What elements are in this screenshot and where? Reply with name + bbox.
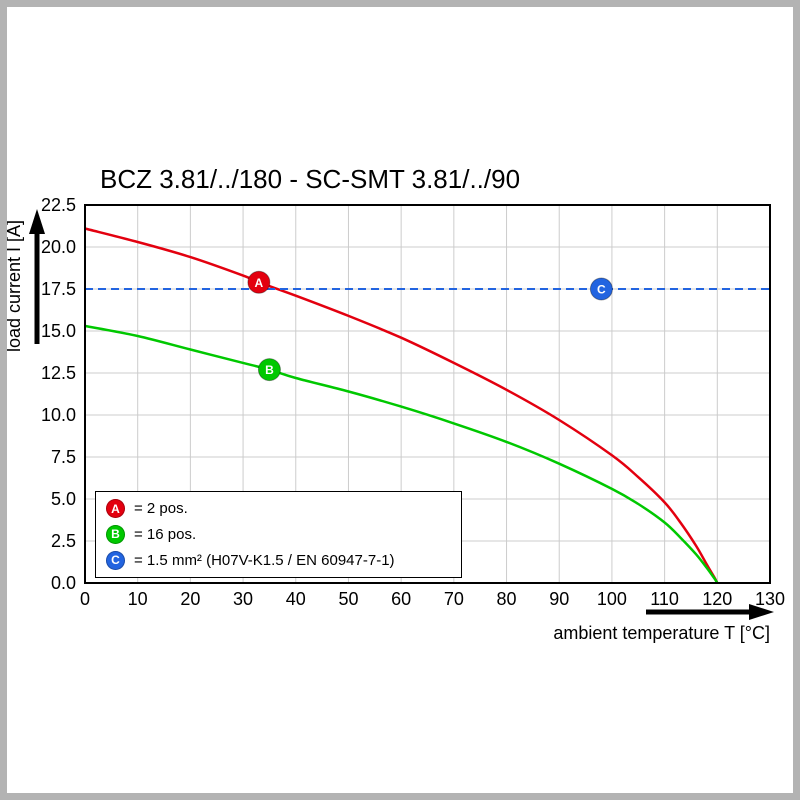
y-tick-label: 17.5 <box>41 279 76 299</box>
y-tick-label: 2.5 <box>51 531 76 551</box>
x-tick-label: 30 <box>233 589 253 609</box>
legend-marker-c-icon: C <box>106 550 125 570</box>
x-tick-label: 80 <box>497 589 517 609</box>
plot-border <box>84 204 771 584</box>
marker-a <box>247 270 271 294</box>
y-tick-label: 15.0 <box>41 321 76 341</box>
legend-label-b: = 16 pos. <box>134 525 197 543</box>
legend-label-c: = 1.5 mm² (H07V-K1.5 / EN 60947-7-1) <box>134 551 395 569</box>
legend-marker-b-icon: B <box>106 524 125 544</box>
x-tick-label: 110 <box>650 589 679 609</box>
chart-title: BCZ 3.81/../180 - SC-SMT 3.81/../90 <box>100 164 520 194</box>
marker-b <box>257 358 281 382</box>
y-axis-label: load current I [A] <box>7 220 24 352</box>
legend: A = 2 pos. B = 16 pos. C = 1.5 mm² (H07V… <box>95 491 462 578</box>
curve-b <box>84 324 719 584</box>
x-tick-label: 20 <box>180 589 200 609</box>
legend-label-a: = 2 pos. <box>134 500 188 518</box>
legend-row-b: B = 16 pos. <box>106 524 451 544</box>
marker-letter-b: B <box>265 363 274 377</box>
x-tick-label: 90 <box>549 589 569 609</box>
x-tick-label: 60 <box>391 589 411 609</box>
y-tick-label: 0.0 <box>51 573 76 593</box>
x-axis-label: ambient temperature T [°C] <box>553 623 770 643</box>
x-tick-label: 70 <box>444 589 464 609</box>
legend-marker-a-icon: A <box>106 499 125 519</box>
x-tick-label: 10 <box>128 589 148 609</box>
x-tick-label: 0 <box>80 589 90 609</box>
legend-row-a: A = 2 pos. <box>106 499 451 519</box>
x-tick-label: 40 <box>286 589 306 609</box>
y-tick-label: 10.0 <box>41 405 76 425</box>
y-tick-label: 5.0 <box>51 489 76 509</box>
marker-c <box>589 277 613 301</box>
y-tick-label: 22.5 <box>41 195 76 215</box>
y-tick-label: 7.5 <box>51 447 76 467</box>
x-tick-label: 100 <box>597 589 627 609</box>
x-tick-label: 130 <box>755 589 785 609</box>
marker-letter-a: A <box>255 276 264 290</box>
y-tick-label: 20.0 <box>41 237 76 257</box>
y-tick-label: 12.5 <box>41 363 76 383</box>
marker-letter-c: C <box>597 283 606 297</box>
curve-a <box>84 227 719 584</box>
x-tick-label: 50 <box>338 589 358 609</box>
x-axis-arrow-icon <box>646 604 774 620</box>
y-axis-arrow-icon <box>29 209 45 344</box>
x-tick-label: 120 <box>702 589 732 609</box>
legend-row-c: C = 1.5 mm² (H07V-K1.5 / EN 60947-7-1) <box>106 550 451 570</box>
derating-chart: BCZ 3.81/../180 - SC-SMT 3.81/../90 load… <box>7 164 785 643</box>
